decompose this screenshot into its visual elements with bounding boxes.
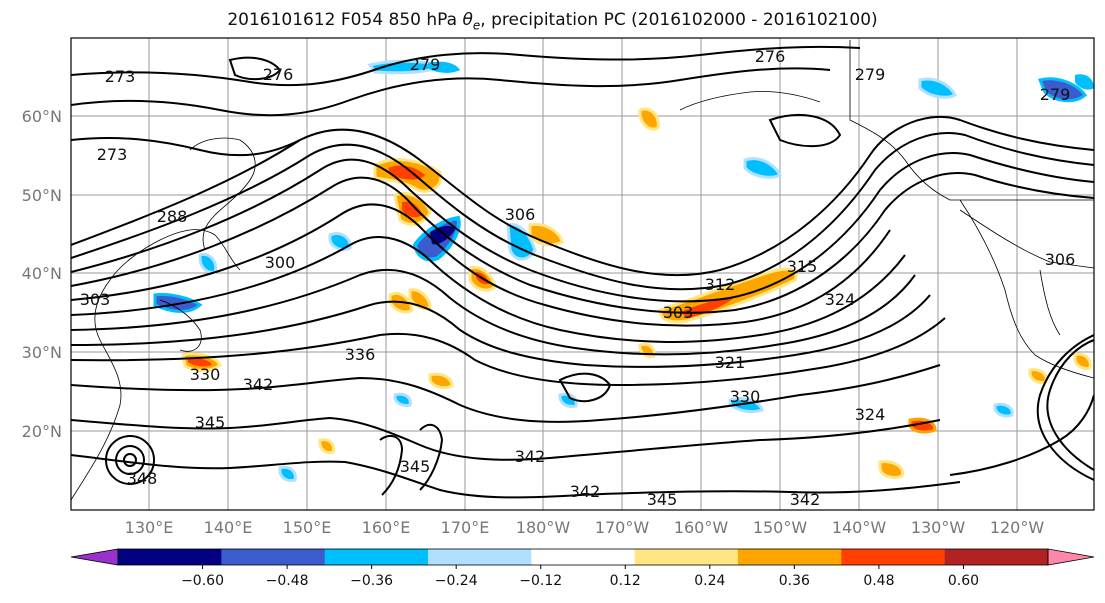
contour-label: 315 [787,257,818,276]
colorbar-tick-label: −0.60 [181,573,224,589]
colorbar-tick-label: 0.36 [779,573,810,589]
longitude-label: 180°W [516,518,571,537]
colorbar-tick-label: 0.48 [863,573,894,589]
colorbar-segment [634,549,739,565]
colorbar-segment [738,549,842,565]
longitude-label: 170°E [441,518,490,537]
latitude-label: 50°N [22,186,62,205]
contour-label: 300 [265,253,296,272]
contour-label: 273 [97,145,128,164]
longitude-label: 160°W [674,518,729,537]
colorbar-extend-min [70,548,119,566]
colorbar-tick-label: 0.12 [610,573,641,589]
contour-label: 312 [705,275,736,294]
contour-label: 321 [715,353,746,372]
longitude-label: 150°E [283,518,332,537]
colorbar-segment [531,549,636,565]
map-frame [70,37,1095,511]
title-prefix: 2016101612 F054 850 hPa [227,10,463,30]
contour-label: 303 [80,290,111,309]
colorbar-segment [428,549,532,565]
contour-label: 342 [515,447,546,466]
colorbar-segment [118,549,222,565]
colorbar-segment [324,549,429,565]
longitude-label: 150°W [753,518,808,537]
contour-label: 342 [243,375,274,394]
contour-label: 342 [790,490,821,509]
colorbar-segment [841,549,946,565]
title-theta: θe [462,10,481,33]
longitude-label: 130°E [125,518,174,537]
contour-label: 306 [505,205,536,224]
contour-label: 330 [190,365,221,384]
contour-label: 342 [570,482,601,501]
latitude-label: 30°N [22,343,62,362]
colorbar-tick-label: −0.36 [350,573,393,589]
theta-e-contours [71,45,1094,499]
latitude-label: 60°N [22,107,62,126]
contour-label: 345 [647,490,678,509]
contour-label: 303 [663,303,694,322]
latitude-label: 20°N [22,422,62,441]
latitude-label: 40°N [22,264,62,283]
longitude-label: 120°W [990,518,1045,537]
contour-label: 279 [1040,85,1071,104]
title-suffix: , precipitation PC (2016102000 - 2016102… [480,10,878,30]
contour-label: 306 [1045,250,1076,269]
colorbar-tick-label: 0.24 [694,573,725,589]
colorbar-tick-label: 0.60 [948,573,979,589]
contour-label: 288 [157,207,188,226]
contour-label: 273 [105,67,136,86]
contour-label: 336 [345,345,376,364]
contour-label: 345 [195,413,226,432]
longitude-label: 140°E [204,518,253,537]
colorbar-tick-label: −0.48 [266,573,309,589]
contour-label: 276 [755,47,786,66]
longitude-label: 130°W [911,518,966,537]
contour-label: 330 [730,387,761,406]
contour-label: 279 [855,65,886,84]
contour-label: 324 [855,405,886,424]
colorbar-outline [117,548,1049,566]
contour-labels: 273 276 279 276 279 273 288 300 303 306 312 315 324 3… [80,47,1076,509]
longitude-label: 170°W [595,518,650,537]
contour-label: 324 [825,290,856,309]
contour-label: 276 [263,65,294,84]
contour-label: 279 [410,55,441,74]
colorbar-segment [221,549,326,565]
colorbar-segment [944,549,1049,565]
colorbar-tick-label: −0.12 [519,573,562,589]
longitude-label: 160°E [362,518,411,537]
colorbar-tick-label: −0.24 [435,573,478,589]
colorbar-extend-max [1047,548,1095,566]
colorbar: −0.60 −0.48 −0.36 −0.24 −0.12 0.12 0.24 0.36 0.4… [70,548,1095,589]
precipitation-shading [153,59,1094,482]
contour-label: 348 [127,469,158,488]
map-title: 2016101612 F054 850 hPa θe, precipitatio… [0,10,1105,32]
contour-label: 345 [400,457,431,476]
longitude-labels: 130°E 140°E 150°E 160°E 170°E 180°W 170°W 160°W… [125,518,1045,537]
latitude-labels: 60°N 50°N 40°N 30°N 20°N [22,107,62,441]
map-area [71,38,1094,510]
longitude-label: 140°W [832,518,887,537]
